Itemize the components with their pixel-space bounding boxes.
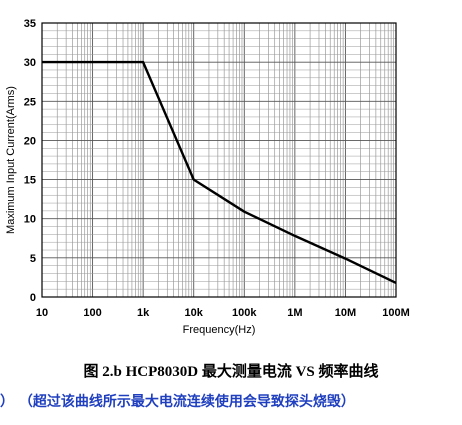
y-tick-label: 15 bbox=[24, 175, 36, 187]
x-tick-label: 100k bbox=[232, 307, 257, 319]
figure-caption-note: ） （超过该曲线所示最大电流连续使用会导致探头烧毁） bbox=[0, 394, 355, 410]
y-tick-label: 25 bbox=[24, 96, 36, 108]
x-tick-label: 100 bbox=[83, 307, 101, 319]
y-tick-label: 5 bbox=[30, 253, 36, 265]
x-axis-label: Frequency(Hz) bbox=[183, 324, 256, 336]
series-layer bbox=[42, 60, 397, 284]
x-tick-label: 10 bbox=[36, 307, 48, 319]
y-tick-label: 20 bbox=[24, 135, 36, 147]
x-tick-label: 1M bbox=[287, 307, 302, 319]
y-tick-labels: 0 5 10 15 20 25 30 35 bbox=[24, 18, 36, 304]
figure-caption-title: 图 2.b HCP8030D 最大测量电流 VS 频率曲线 bbox=[83, 364, 379, 380]
y-tick-label: 10 bbox=[24, 214, 36, 226]
y-tick-label: 0 bbox=[30, 292, 36, 304]
grid bbox=[41, 22, 396, 298]
y-tick-label: 30 bbox=[24, 57, 36, 69]
x-tick-labels: 10 100 1k 10k 100k 1M 10M 100M bbox=[36, 307, 410, 319]
x-tick-label: 10k bbox=[185, 307, 204, 319]
series-line-0 bbox=[42, 60, 397, 284]
y-tick-label: 35 bbox=[24, 18, 36, 30]
x-tick-label: 100M bbox=[382, 307, 410, 319]
x-tick-label: 10M bbox=[335, 307, 356, 319]
x-tick-label: 1k bbox=[137, 307, 150, 319]
current-vs-frequency-chart: 10 100 1k 10k 100k 1M 10M 100M 0 5 10 15 20 25 30 35 F… bbox=[5, 18, 410, 336]
plot-frame bbox=[41, 22, 397, 298]
y-axis-label: Maximum Input Current(Arms) bbox=[5, 86, 17, 234]
